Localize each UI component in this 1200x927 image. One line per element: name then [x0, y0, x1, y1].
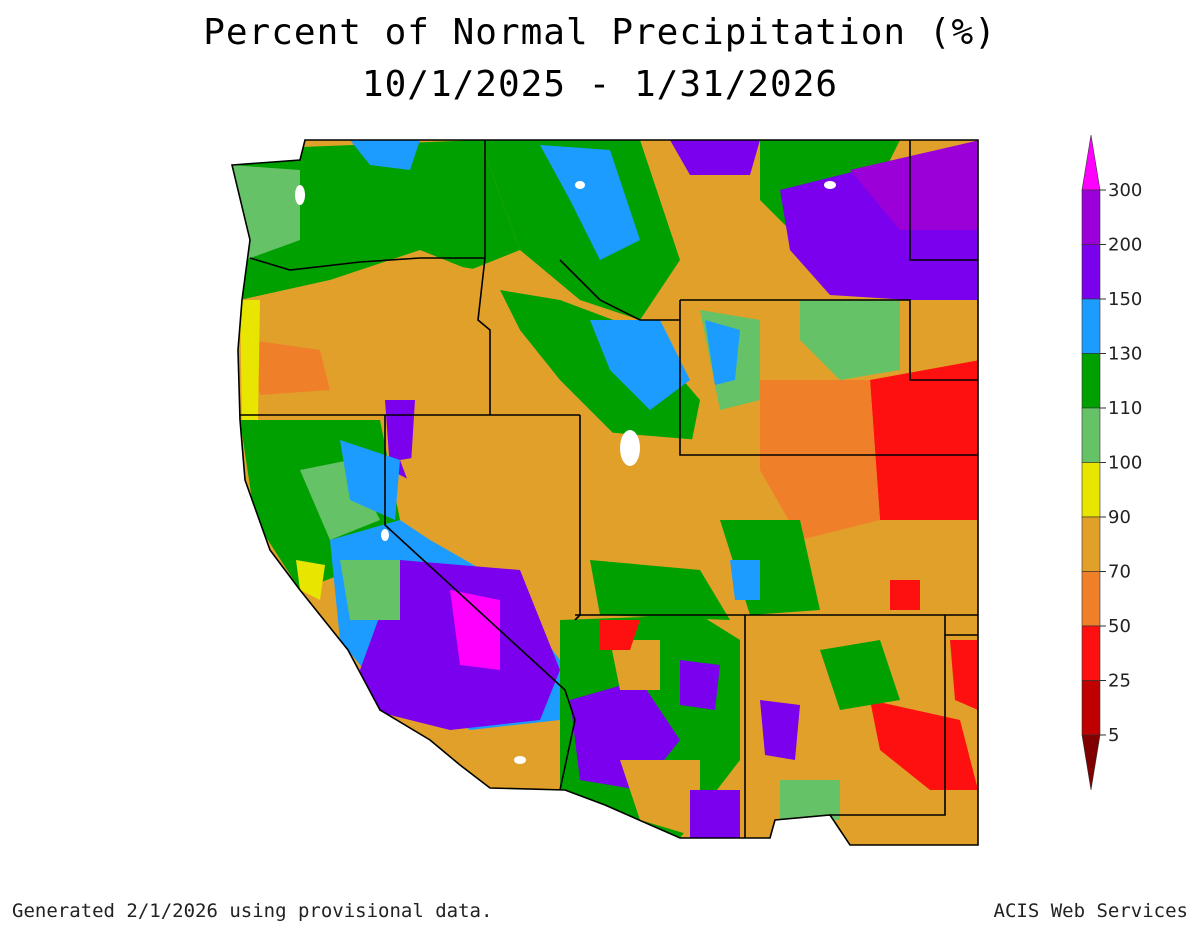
source-credit: ACIS Web Services	[993, 900, 1188, 922]
legend-tick-label: 25	[1108, 671, 1131, 692]
legend-tick-label: 130	[1108, 344, 1142, 365]
legend-swatch	[1081, 680, 1101, 736]
legend-swatch	[1081, 407, 1101, 463]
legend-tick-label: 200	[1108, 235, 1142, 256]
map-date-range: 10/1/2025 - 1/31/2026	[361, 64, 839, 105]
legend-bottom-arrow	[1081, 734, 1101, 791]
max-precip-area	[450, 590, 500, 670]
legend-swatch	[1081, 516, 1101, 572]
precipitation-map	[231, 139, 979, 846]
legend-swatch	[1081, 462, 1101, 518]
legend-swatch	[1081, 571, 1101, 627]
legend-tick-label: 110	[1108, 398, 1142, 419]
legend-swatch	[1081, 625, 1101, 681]
lakes	[295, 181, 836, 764]
map-title: Percent of Normal Precipitation (%)	[203, 12, 997, 53]
legend-tick-label: 150	[1108, 289, 1142, 310]
legend-tick-label: 5	[1108, 725, 1119, 746]
generated-note: Generated 2/1/2026 using provisional dat…	[12, 900, 493, 922]
legend-bars	[1081, 189, 1101, 736]
precip-fill	[232, 140, 978, 845]
color-legend: 300 200 150 130 110 100 90 70 50 25 5	[1081, 134, 1142, 791]
legend-top-arrow	[1081, 134, 1101, 191]
legend-swatch	[1081, 189, 1101, 245]
plains-dry-area	[870, 360, 978, 520]
legend-ticks: 300 200 150 130 110 100 90 70 50 25 5	[1100, 180, 1142, 746]
state-boundaries	[231, 139, 979, 846]
legend-tick-label: 90	[1108, 507, 1131, 528]
legend-swatch	[1081, 298, 1101, 354]
legend-tick-label: 100	[1108, 453, 1142, 474]
legend-swatch	[1081, 244, 1101, 300]
legend-tick-label: 70	[1108, 562, 1131, 583]
legend-tick-label: 50	[1108, 616, 1131, 637]
legend-swatch	[1081, 353, 1101, 409]
legend-tick-label: 300	[1108, 180, 1142, 201]
